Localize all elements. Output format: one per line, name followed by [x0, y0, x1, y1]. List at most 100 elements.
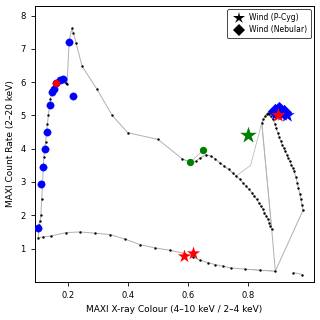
Point: [291, 270, 296, 275]
Point: [74, 40, 79, 45]
Point: [51, 85, 56, 91]
Point: [108, 232, 113, 237]
Point: [284, 152, 289, 157]
Legend: Wind (P-Cyg), Wind (Nebular): Wind (P-Cyg), Wind (Nebular): [227, 9, 311, 38]
Point: [64, 82, 69, 87]
Point: [212, 262, 218, 267]
Point: [71, 30, 76, 36]
Point: [188, 160, 194, 165]
Point: [42, 146, 47, 151]
Point: [300, 272, 305, 277]
Point: [295, 180, 300, 185]
Point: [287, 159, 292, 164]
Point: [49, 90, 54, 95]
Point: [220, 264, 225, 269]
Point: [49, 90, 54, 95]
Point: [245, 132, 250, 137]
Point: [57, 78, 62, 83]
Point: [260, 207, 265, 212]
Point: [298, 197, 303, 202]
Point: [272, 121, 277, 126]
Point: [299, 202, 304, 207]
Y-axis label: MAXI Count Rate (2–20 keV): MAXI Count Rate (2–20 keV): [5, 80, 14, 207]
Point: [212, 156, 218, 161]
Point: [281, 109, 286, 115]
Point: [296, 185, 301, 190]
Point: [182, 251, 188, 256]
Point: [281, 146, 286, 151]
Point: [265, 217, 270, 222]
Point: [71, 93, 76, 99]
Point: [193, 159, 198, 164]
Point: [41, 164, 46, 170]
Point: [228, 265, 233, 270]
Point: [64, 230, 69, 235]
Point: [237, 177, 242, 182]
Point: [208, 154, 213, 159]
Point: [280, 142, 285, 147]
Point: [167, 248, 172, 253]
Point: [226, 167, 231, 172]
Point: [182, 254, 187, 259]
Point: [190, 254, 195, 260]
Point: [246, 187, 252, 192]
Point: [47, 102, 52, 107]
Point: [275, 130, 280, 135]
Point: [35, 225, 40, 230]
Point: [297, 191, 302, 196]
Point: [273, 269, 278, 274]
Point: [264, 111, 269, 116]
Point: [289, 162, 294, 167]
Point: [243, 267, 248, 272]
Point: [254, 197, 259, 202]
Point: [67, 40, 72, 45]
Point: [249, 190, 254, 195]
Point: [79, 64, 84, 69]
Point: [67, 39, 72, 44]
Point: [180, 156, 185, 161]
Point: [37, 219, 43, 224]
Point: [41, 155, 46, 160]
Point: [123, 237, 128, 242]
Point: [286, 156, 291, 161]
Point: [49, 233, 54, 238]
Point: [264, 213, 269, 219]
Point: [41, 164, 46, 170]
Point: [39, 196, 44, 201]
Point: [60, 77, 65, 82]
Point: [38, 213, 44, 218]
Point: [125, 130, 130, 135]
Point: [300, 208, 306, 213]
Point: [276, 112, 281, 117]
Point: [204, 152, 209, 157]
Point: [61, 79, 67, 84]
Point: [221, 164, 227, 169]
Point: [267, 111, 272, 116]
Point: [277, 134, 282, 140]
Point: [45, 121, 50, 126]
Point: [38, 181, 44, 186]
Point: [243, 183, 248, 188]
Point: [259, 120, 264, 125]
Point: [280, 111, 285, 116]
Point: [292, 169, 297, 174]
Point: [266, 110, 271, 115]
Point: [137, 242, 142, 247]
Point: [54, 80, 59, 85]
Point: [152, 245, 157, 251]
Point: [191, 250, 196, 255]
Point: [197, 258, 203, 263]
Point: [60, 77, 65, 82]
Point: [269, 227, 274, 232]
Point: [44, 130, 49, 135]
Point: [51, 87, 56, 92]
Point: [35, 235, 40, 240]
X-axis label: MAXI X-ray Colour (4–10 keV / 2–4 keV): MAXI X-ray Colour (4–10 keV / 2–4 keV): [86, 306, 263, 315]
Point: [40, 180, 45, 185]
Point: [267, 220, 272, 225]
Point: [262, 114, 268, 119]
Point: [201, 148, 206, 153]
Point: [283, 149, 288, 154]
Point: [55, 79, 60, 84]
Point: [290, 165, 295, 171]
